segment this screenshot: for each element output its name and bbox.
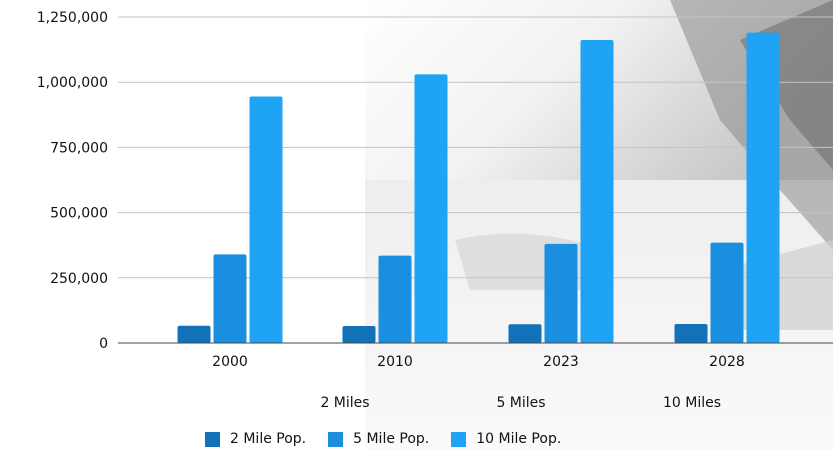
radius-label-10-miles: 10 Miles	[662, 395, 722, 411]
x-category-label-2023: 2023	[543, 354, 579, 370]
legend-item-2-mile: 2 Mile Pop.	[205, 431, 306, 447]
y-tick-label: 500,000	[50, 206, 108, 222]
bar-2010-series-2	[378, 255, 412, 343]
bar-2023-series-3	[580, 39, 614, 343]
bar-2010-series-1	[342, 326, 376, 343]
bar-2010-series-3	[414, 74, 448, 343]
legend-swatch-2-mile	[205, 431, 220, 447]
legend-item-5-mile: 5 Mile Pop.	[328, 431, 429, 447]
x-axis-category-labels: 2000 2010 2023 2028	[212, 354, 745, 370]
bar-2028-series-2	[710, 242, 744, 343]
bar-2023-series-2	[544, 243, 578, 343]
legend-label-10-mile: 10 Mile Pop.	[476, 431, 562, 447]
x-category-label-2028: 2028	[709, 354, 745, 370]
legend: 2 Mile Pop. 5 Mile Pop. 10 Mile Pop.	[205, 428, 561, 450]
bar-2000-series-3	[249, 96, 283, 343]
radius-label-2-miles: 2 Miles	[320, 395, 370, 411]
x-category-label-2000: 2000	[212, 354, 248, 370]
y-tick-label: 750,000	[50, 140, 108, 156]
x-category-label-2010: 2010	[377, 354, 413, 370]
legend-label-2-mile: 2 Mile Pop.	[230, 431, 307, 447]
legend-item-10-mile: 10 Mile Pop.	[451, 431, 561, 447]
bar-2028-series-3	[746, 32, 780, 343]
gridlines	[118, 16, 833, 279]
y-tick-label: 1,000,000	[37, 75, 108, 91]
y-tick-label: 250,000	[50, 271, 108, 287]
legend-swatch-5-mile	[328, 431, 344, 447]
radius-label-5-miles: 5 Miles	[496, 395, 546, 411]
bar-2000-series-2	[213, 254, 247, 343]
y-axis-tick-labels: 0 250,000 500,000 750,000 1,000,000 1,250,000	[37, 10, 108, 352]
y-tick-label: 0	[99, 336, 108, 352]
legend-swatch-10-mile	[451, 431, 467, 447]
bar-2000-series-1	[177, 325, 211, 343]
bar-2023-series-1	[508, 324, 542, 343]
bar-2028-series-1	[674, 323, 708, 343]
legend-label-5-mile: 5 Mile Pop.	[353, 431, 430, 447]
y-tick-label: 1,250,000	[37, 10, 108, 26]
bars	[177, 32, 780, 343]
